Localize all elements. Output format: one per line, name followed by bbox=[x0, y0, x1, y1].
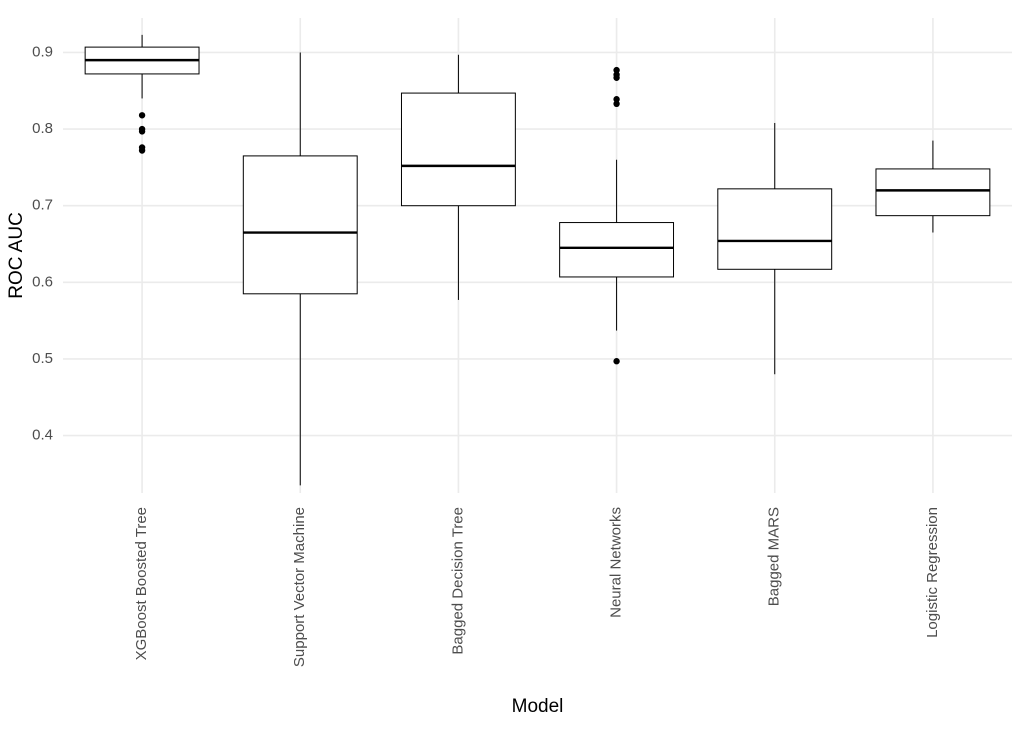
outlier-point bbox=[613, 67, 619, 73]
outlier-point bbox=[613, 96, 619, 102]
y-tick-label: 0.4 bbox=[32, 427, 53, 444]
y-tick-label: 0.6 bbox=[32, 273, 53, 290]
x-tick-label: Neural Networks bbox=[608, 507, 625, 618]
outlier-point bbox=[139, 128, 145, 134]
outlier-point bbox=[613, 358, 619, 364]
y-tick-label: 0.7 bbox=[32, 197, 53, 214]
y-tick-label: 0.8 bbox=[32, 120, 53, 137]
y-tick-label: 0.5 bbox=[32, 350, 53, 367]
outlier-point bbox=[139, 147, 145, 153]
x-tick-label: Logistic Regression bbox=[924, 507, 941, 638]
x-tick-label: Support Vector Machine bbox=[291, 507, 308, 667]
boxplot-chart: 0.4 0.5 0.6 0.7 0.8 0.9 ROC AUC XGBoost Boosted… bbox=[0, 0, 1024, 731]
x-tick-label: XGBoost Boosted Tree bbox=[133, 507, 150, 660]
x-axis-title: Model bbox=[512, 696, 564, 717]
y-axis-title: ROC AUC bbox=[6, 212, 27, 299]
x-tick-label: Bagged MARS bbox=[766, 507, 783, 606]
y-tick-label: 0.9 bbox=[32, 43, 53, 60]
outlier-point bbox=[139, 112, 145, 118]
x-tick-label: Bagged Decision Tree bbox=[449, 507, 466, 655]
